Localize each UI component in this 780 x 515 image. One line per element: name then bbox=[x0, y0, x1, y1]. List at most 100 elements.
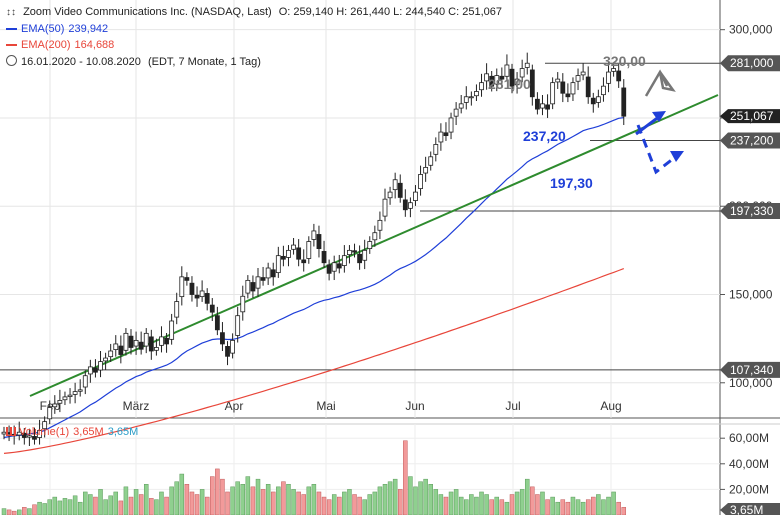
volume-bar bbox=[260, 489, 266, 515]
candle-body bbox=[550, 82, 556, 105]
volume-bar bbox=[27, 508, 32, 515]
candle-body bbox=[347, 249, 352, 256]
volume-bar bbox=[387, 481, 393, 515]
candle-body bbox=[489, 75, 495, 87]
candle-body bbox=[169, 320, 175, 340]
level-price-tag-text: 237,200 bbox=[730, 134, 774, 148]
candle-body bbox=[225, 346, 230, 357]
ema200-value: 164,688 bbox=[74, 39, 115, 51]
volume-bar bbox=[545, 499, 550, 515]
candle-body bbox=[372, 232, 378, 241]
candle-body bbox=[611, 68, 616, 72]
legend-ema200: EMA(200) 164,688 bbox=[6, 39, 118, 51]
candle-body bbox=[509, 68, 515, 87]
candle-body bbox=[458, 103, 464, 109]
volume-bars-icon bbox=[6, 427, 16, 436]
volume-bar bbox=[337, 496, 342, 515]
candle-body bbox=[21, 432, 27, 438]
candle-body bbox=[164, 337, 169, 345]
candle-body bbox=[32, 436, 37, 440]
annotation-197: 197,30 bbox=[550, 175, 593, 191]
volume-bar bbox=[138, 494, 144, 515]
volume-bar bbox=[504, 501, 510, 515]
ema200-label: EMA(200) bbox=[21, 39, 71, 51]
volume-bar bbox=[606, 496, 611, 515]
candle-body bbox=[143, 332, 149, 347]
price-tick-label: 150,000 bbox=[729, 288, 773, 302]
candle-body bbox=[291, 244, 296, 250]
candle-body bbox=[138, 341, 144, 350]
volume-bar bbox=[52, 496, 58, 515]
level-price-tag bbox=[720, 55, 780, 72]
volume-bar bbox=[367, 494, 373, 515]
candle-body bbox=[443, 132, 449, 137]
candle-body bbox=[209, 304, 215, 313]
level-price-tag-text: 281,000 bbox=[730, 56, 774, 70]
target-arrow-head bbox=[658, 71, 676, 92]
candle-body bbox=[616, 70, 622, 82]
candle-body bbox=[387, 191, 393, 199]
volume-bar bbox=[621, 507, 627, 515]
candle-body bbox=[16, 431, 22, 436]
volume-bar bbox=[560, 499, 566, 515]
candle-body bbox=[367, 241, 373, 250]
month-label: Jul bbox=[505, 399, 520, 413]
candle-body bbox=[377, 219, 383, 231]
volume-bar bbox=[489, 499, 494, 515]
volume-bar bbox=[281, 481, 286, 515]
clock-icon bbox=[6, 55, 17, 66]
candle-body bbox=[37, 430, 42, 438]
candle-body bbox=[184, 277, 190, 281]
volume-bar bbox=[408, 476, 413, 515]
volume-bar bbox=[204, 496, 210, 515]
volume-bar bbox=[524, 478, 530, 515]
volume-bar bbox=[479, 491, 484, 515]
volume-bar bbox=[250, 486, 256, 515]
volume-bar bbox=[62, 498, 68, 515]
volume-bar bbox=[596, 494, 601, 515]
volume-bar bbox=[47, 499, 52, 515]
volume-bar bbox=[611, 491, 616, 515]
volume-bar bbox=[179, 473, 185, 515]
volume-bar bbox=[311, 484, 317, 515]
volume-bar bbox=[509, 494, 515, 515]
candle-body bbox=[306, 241, 312, 259]
bear-scenario-path bbox=[636, 124, 679, 175]
volume-bar bbox=[220, 478, 225, 515]
volume-bar bbox=[530, 486, 535, 515]
candle-body bbox=[286, 249, 291, 258]
candle-body bbox=[499, 75, 505, 80]
volume-bar bbox=[230, 486, 235, 515]
volume-bar bbox=[11, 510, 17, 515]
volume-bar bbox=[438, 494, 444, 515]
volume-bar bbox=[535, 494, 540, 515]
volume-tick-label: 20,00M bbox=[729, 482, 769, 496]
volume-bar bbox=[128, 496, 134, 515]
volume-bar bbox=[194, 494, 200, 515]
volume-bar bbox=[372, 491, 378, 515]
candle-body bbox=[82, 375, 88, 388]
volume-bar bbox=[357, 496, 362, 515]
candle-body bbox=[545, 104, 550, 110]
ohlc-readout: O: 259,140 H: 261,440 L: 244,540 C: 251,… bbox=[278, 6, 502, 18]
candle-body bbox=[352, 250, 357, 253]
volume-bar bbox=[199, 489, 205, 515]
volume-bar bbox=[42, 503, 47, 515]
volume-bar bbox=[585, 499, 591, 515]
volume-bar bbox=[464, 499, 469, 515]
volume-bar bbox=[616, 501, 621, 515]
volume-bar bbox=[301, 494, 306, 515]
volume-bar bbox=[555, 501, 560, 515]
volume-legend: Volume(1) 3,65M 3,65M bbox=[6, 426, 138, 438]
candle-body bbox=[484, 73, 490, 82]
candle-body bbox=[42, 421, 48, 430]
volume-bar bbox=[16, 509, 22, 515]
volume-bar bbox=[413, 486, 418, 515]
bear-scenario-arrow-head bbox=[670, 151, 684, 162]
candle-body bbox=[362, 249, 368, 261]
volume-bar bbox=[296, 491, 301, 515]
last-price-tag bbox=[720, 109, 780, 124]
last-price-tag-text: 251,067 bbox=[730, 109, 774, 123]
volume-bar bbox=[118, 500, 124, 515]
ema200-line bbox=[3, 268, 625, 454]
